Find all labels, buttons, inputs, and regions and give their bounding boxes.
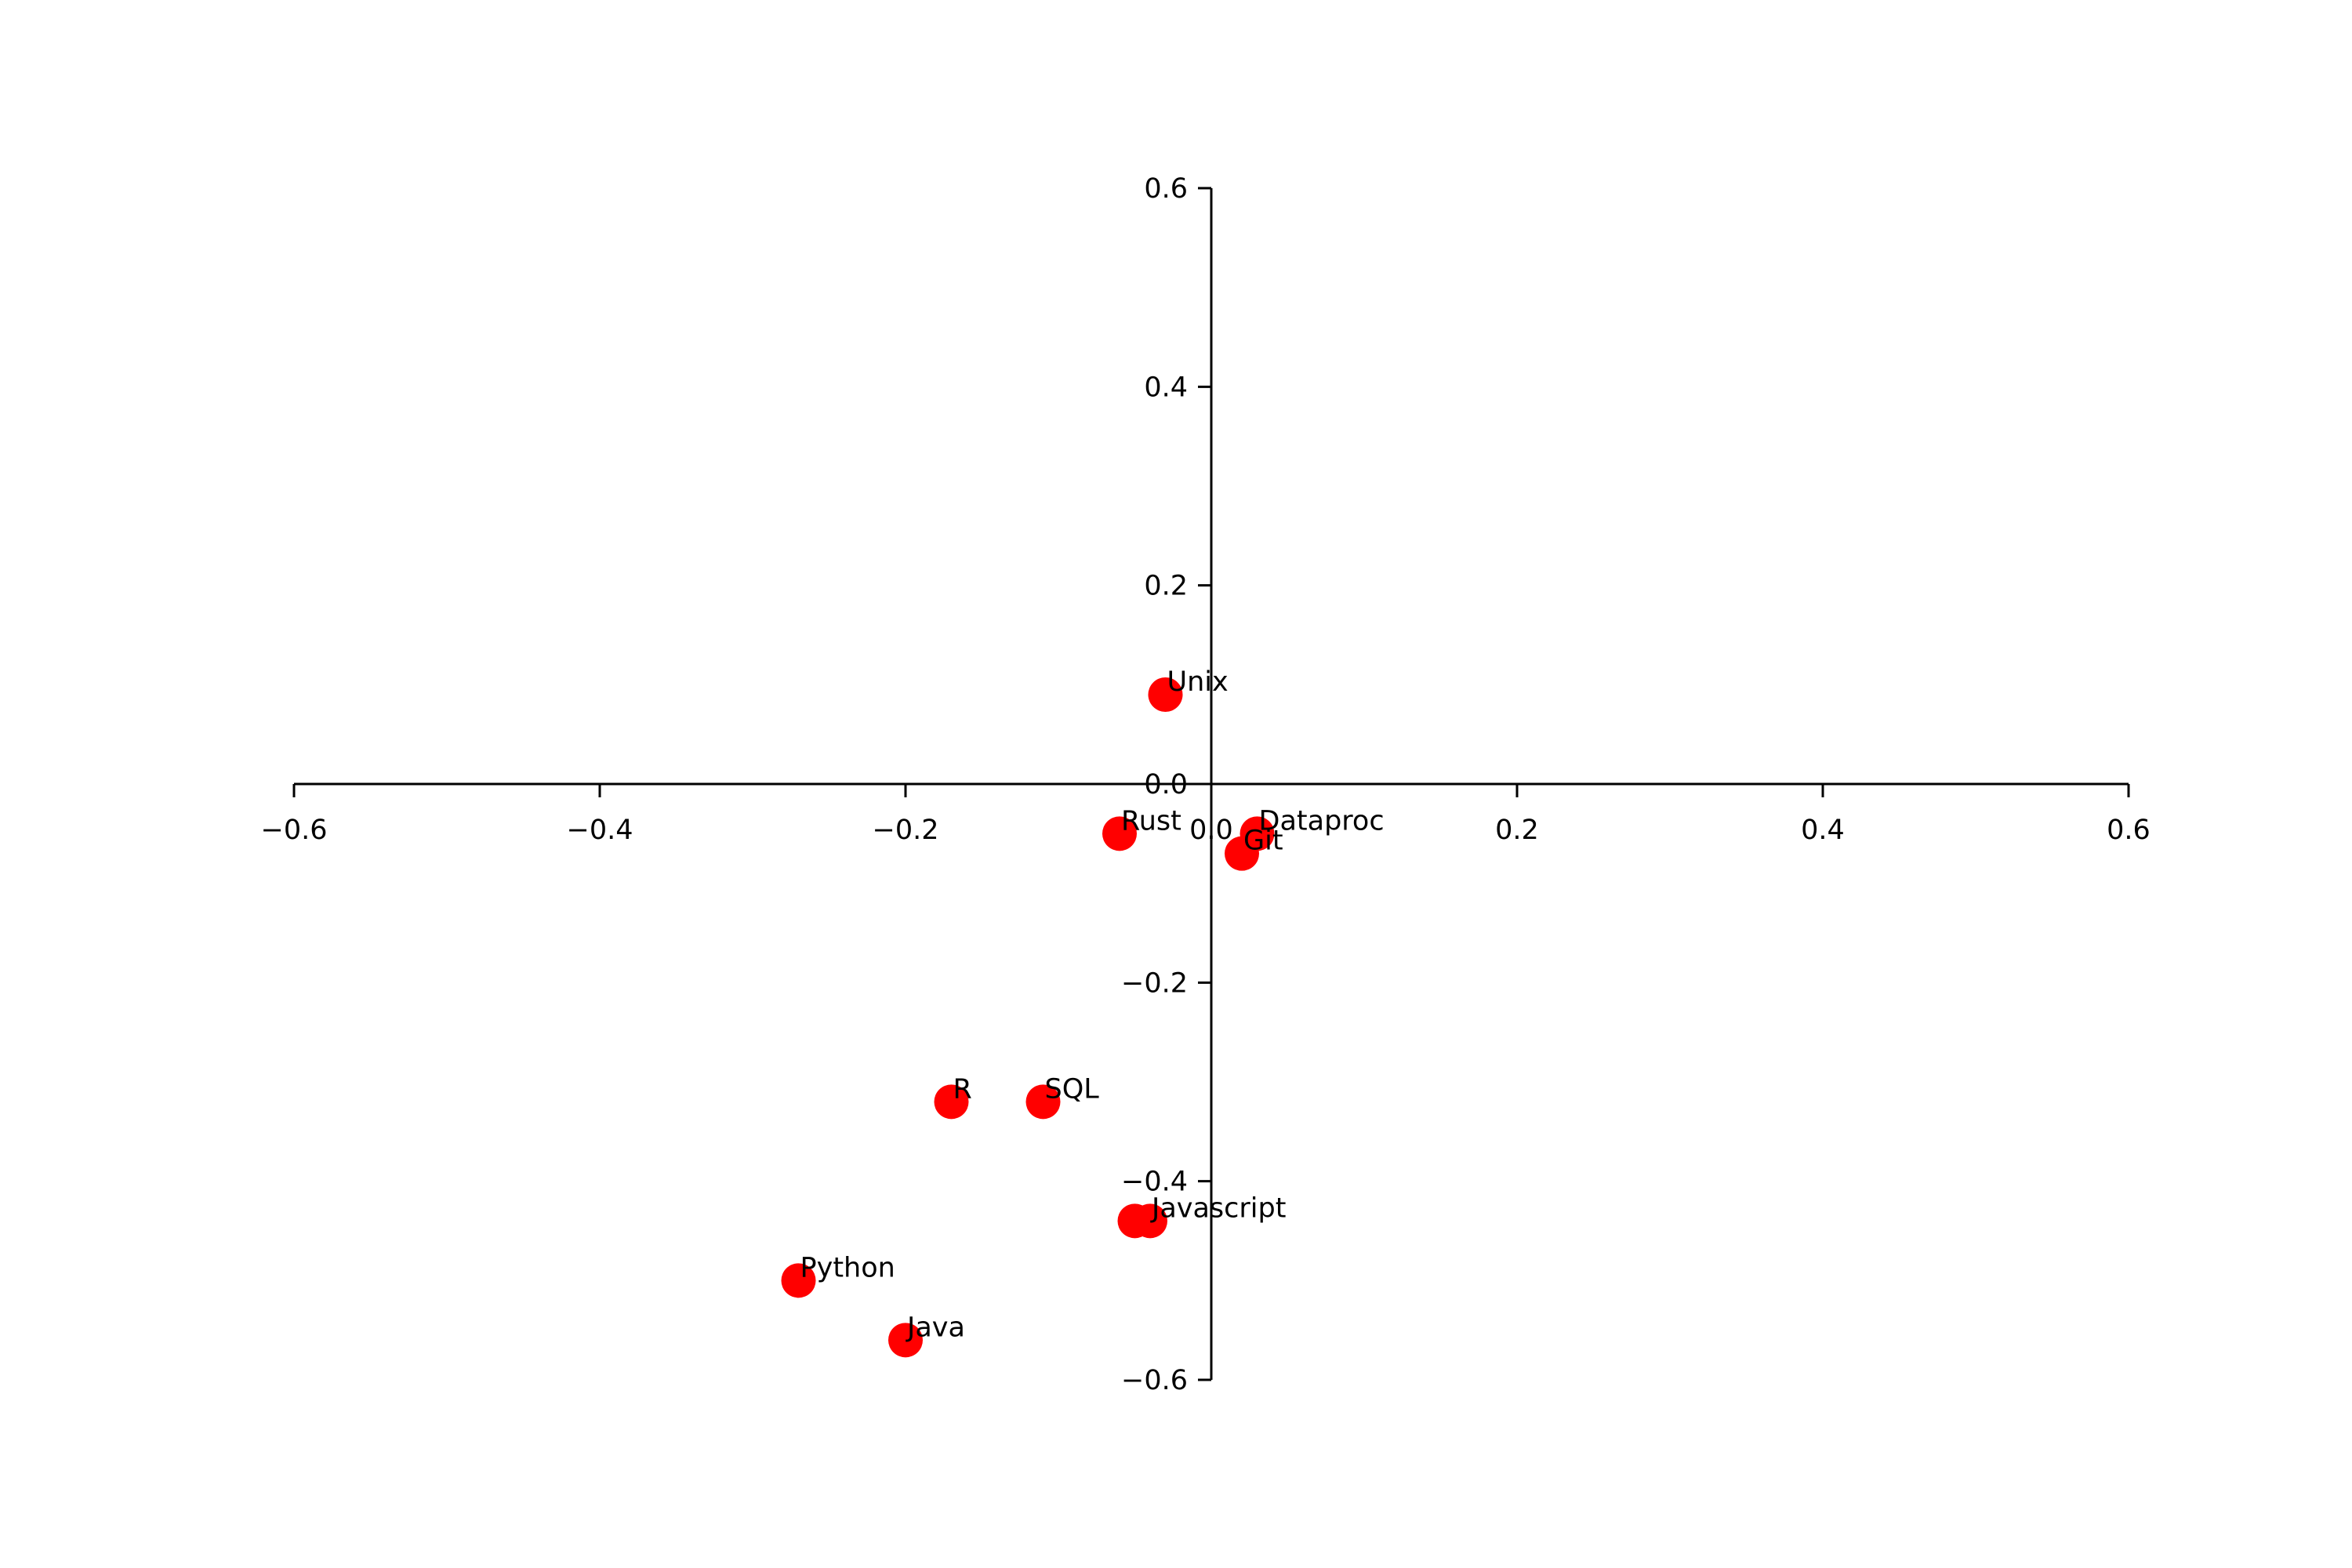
scatter-point bbox=[1148, 677, 1183, 712]
point-label: Git bbox=[1243, 826, 1283, 857]
scatter-point bbox=[1102, 816, 1137, 851]
y-axis: −0.6 −0.4 −0.2 0.0 0.2 0.4 0.6 bbox=[1121, 173, 1213, 1396]
y-tick-label: 0.2 bbox=[1144, 571, 1188, 602]
point-label: R bbox=[953, 1073, 972, 1105]
point-label: SQL bbox=[1045, 1073, 1100, 1105]
scatter-point bbox=[1225, 836, 1259, 871]
scatter-point bbox=[1025, 1084, 1061, 1120]
point-label: Unix bbox=[1167, 666, 1229, 698]
scatter-point bbox=[1133, 1203, 1167, 1239]
y-tick-label: −0.6 bbox=[1121, 1365, 1188, 1396]
x-tick-label: 0.4 bbox=[1801, 815, 1845, 846]
y-tick-label: 0.6 bbox=[1144, 173, 1188, 205]
scatter-point bbox=[934, 1084, 969, 1120]
point-label: Python bbox=[800, 1252, 895, 1283]
point-label: Java bbox=[906, 1312, 965, 1343]
x-tick-label: 0.2 bbox=[1495, 815, 1539, 846]
x-tick-label: −0.4 bbox=[567, 815, 633, 846]
point-label: Dataproc bbox=[1259, 805, 1385, 837]
data-points bbox=[781, 677, 1275, 1358]
point-label: Javascript bbox=[1150, 1192, 1286, 1224]
y-tick-label: −0.2 bbox=[1121, 967, 1188, 999]
x-tick-label: −0.2 bbox=[873, 815, 939, 846]
x-axis: −0.6 −0.4 −0.2 0.0 0.2 0.4 0.6 bbox=[261, 782, 2151, 846]
scatter-point bbox=[781, 1263, 816, 1298]
y-tick-label: 0.0 bbox=[1144, 769, 1188, 800]
scatter-point bbox=[888, 1323, 923, 1358]
y-tick-label: 0.4 bbox=[1144, 372, 1188, 403]
x-tick-label: 0.6 bbox=[2107, 815, 2151, 846]
y-tick-label: −0.4 bbox=[1121, 1167, 1188, 1198]
point-label: Rust bbox=[1121, 805, 1181, 837]
x-tick-label: −0.6 bbox=[261, 815, 328, 846]
